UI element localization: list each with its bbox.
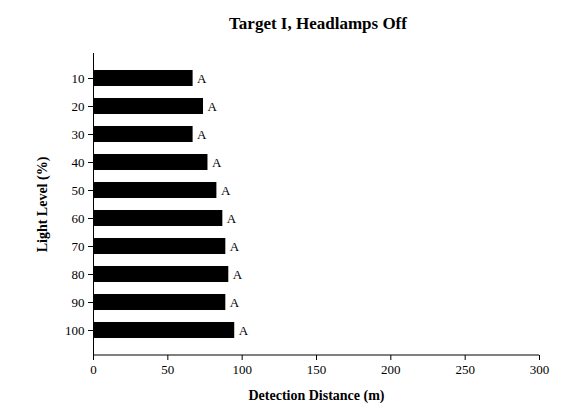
svg-text:0: 0 bbox=[90, 362, 97, 377]
svg-text:300: 300 bbox=[530, 362, 550, 377]
svg-text:90: 90 bbox=[72, 295, 85, 310]
svg-text:200: 200 bbox=[381, 362, 401, 377]
svg-text:30: 30 bbox=[72, 127, 85, 142]
svg-text:150: 150 bbox=[307, 362, 327, 377]
svg-text:50: 50 bbox=[72, 183, 85, 198]
svg-text:10: 10 bbox=[72, 71, 85, 86]
svg-text:A: A bbox=[227, 211, 237, 226]
svg-text:A: A bbox=[230, 239, 240, 254]
svg-text:80: 80 bbox=[72, 267, 85, 282]
svg-text:A: A bbox=[197, 127, 207, 142]
html-text:Target I, Headlamps Off: Target I, Headlamps Off bbox=[229, 14, 407, 33]
svg-text:A: A bbox=[239, 323, 249, 338]
svg-text:A: A bbox=[197, 71, 207, 86]
svg-text:100: 100 bbox=[65, 323, 85, 338]
svg-text:Light Level (%): Light Level (%) bbox=[35, 156, 51, 252]
svg-text:100: 100 bbox=[232, 362, 252, 377]
svg-text:40: 40 bbox=[72, 155, 85, 170]
svg-text:250: 250 bbox=[455, 362, 475, 377]
svg-text:70: 70 bbox=[72, 239, 85, 254]
svg-text:20: 20 bbox=[72, 99, 85, 114]
svg-text:60: 60 bbox=[72, 211, 85, 226]
svg-text:A: A bbox=[221, 183, 231, 198]
svg-text:A: A bbox=[230, 295, 240, 310]
svg-text:50: 50 bbox=[161, 362, 174, 377]
svg-text:A: A bbox=[233, 267, 243, 282]
svg-text:Detection Distance (m): Detection Distance (m) bbox=[248, 388, 384, 404]
svg-text:A: A bbox=[208, 99, 218, 114]
svg-text:A: A bbox=[212, 155, 222, 170]
